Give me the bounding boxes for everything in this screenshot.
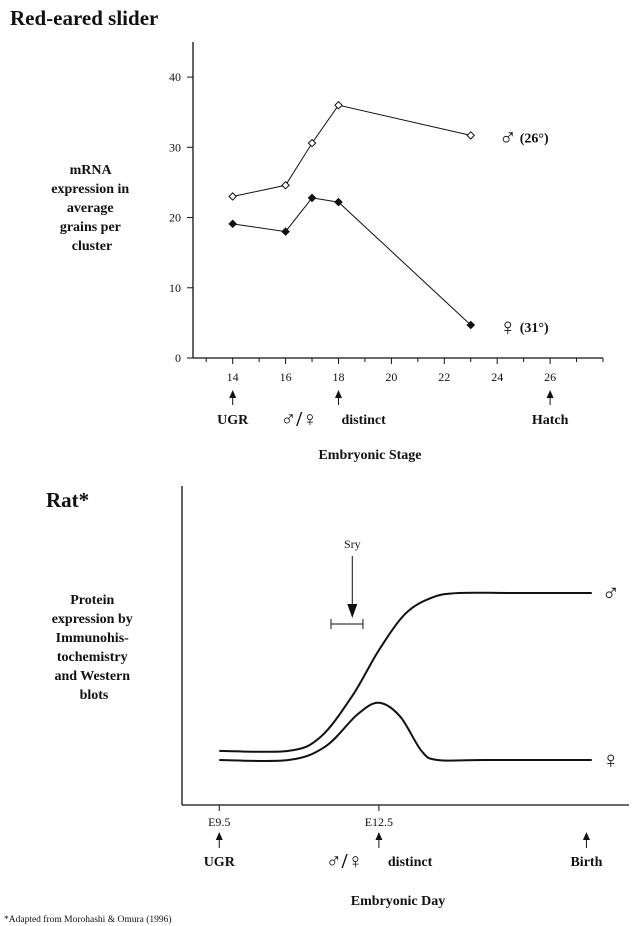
chart-1-x-tick-label: 22 — [438, 370, 450, 384]
chart-1-annotation-arrow-3-head — [546, 390, 554, 398]
chart-1-point — [228, 219, 237, 229]
chart-1-x-ticks: 14 16 18 20 22 24 26 — [205, 358, 604, 384]
chart-2-title: Rat* — [46, 488, 89, 512]
chart-1-annotation-arrow-2-head — [334, 390, 342, 398]
chart-1-y-tick-label: 10 — [169, 281, 181, 295]
chart-2-sry-arrow-head — [347, 604, 358, 618]
chart-1-y-tick-label: 20 — [169, 211, 181, 225]
chart-1-stage-annotations: UGR ♂/♀ distinct Hatch — [217, 390, 569, 431]
chart-2-y-label-line-2: expression by — [52, 612, 133, 627]
chart-1-y-ticks: 0 10 20 30 40 — [169, 70, 193, 365]
chart-2-series-male-curve — [219, 591, 592, 753]
chart-2-y-label-line-1: Protein — [70, 593, 114, 608]
chart-2-annotation-arrow-1-head — [215, 832, 223, 840]
chart-1-y-label-line-2: expression in — [51, 182, 129, 197]
chart-2-y-label: Protein expression by Immunohis- tochemi… — [52, 593, 137, 703]
chart-1-x-tick-label: 26 — [544, 370, 556, 384]
chart-1-x-tick-label: 14 — [227, 370, 239, 384]
chart-2-series-symbol: ♂ — [602, 581, 620, 607]
chart-1-y-tick-label: 30 — [169, 140, 181, 154]
chart-2-x-ticks: E9.5 E12.5 — [208, 805, 393, 829]
chart-1-y-label-line-3: average — [67, 201, 114, 216]
chart-1-y-label-line-1: mRNA — [70, 163, 113, 178]
chart-1-series: ♂ (26°) ♀ (31°) — [228, 100, 549, 341]
chart-2-series-female-curve — [219, 701, 592, 763]
chart-1-x-tick-label: 20 — [385, 370, 397, 384]
chart-1-point — [334, 100, 343, 110]
chart-rat: Rat* Protein expression by Immunohis- to… — [4, 486, 629, 925]
chart-1-annotation-label: UGR — [217, 413, 249, 428]
chart-2-series: ♂♀ — [219, 581, 620, 774]
chart-2-x-tick-label: E9.5 — [208, 815, 230, 829]
chart-2-annotation-label: UGR — [204, 855, 236, 870]
chart-2-day-annotations: Sry UGR ♂/♀ distinct Birth — [204, 537, 603, 873]
chart-2-annotation-symbols: ♂/♀ — [326, 849, 363, 873]
chart-2-y-label-line-3: Immunohis- — [56, 631, 129, 646]
chart-1-title: Red-eared slider — [10, 6, 158, 30]
chart-1-y-label-line-5: cluster — [72, 239, 112, 254]
chart-1-series-label: (31°) — [520, 321, 549, 336]
chart-1-point — [466, 131, 476, 140]
chart-2-y-label-line-5: and Western — [54, 669, 130, 684]
chart-1-annotation-symbols: ♂/♀ — [280, 407, 317, 431]
chart-1-y-tick-label: 0 — [175, 351, 181, 365]
chart-1-x-tick-label: 24 — [491, 370, 503, 384]
chart-1-x-label: Embryonic Stage — [318, 448, 421, 463]
chart-red-eared-slider: Red-eared slider mRNA expression in aver… — [10, 6, 604, 463]
chart-1-x-tick-label: 18 — [332, 370, 344, 384]
chart-2-x-label: Embryonic Day — [351, 894, 446, 909]
chart-1-series-symbol: ♂ — [499, 125, 517, 151]
chart-1-y-tick-label: 40 — [169, 70, 181, 84]
chart-2-x-tick-label: E12.5 — [365, 815, 393, 829]
chart-1-point — [281, 180, 290, 190]
chart-1-point — [466, 320, 476, 330]
chart-1-series-label: (26°) — [520, 131, 549, 146]
chart-2-y-label-line-6: blots — [80, 688, 109, 703]
chart-1-x-tick-label: 16 — [280, 370, 292, 384]
footnote: *Adapted from Morohashi & Omura (1996) — [4, 914, 172, 925]
chart-1-series-male-line — [232, 104, 471, 197]
chart-1-point — [334, 197, 343, 207]
chart-2-annotation-arrow-2-head — [375, 832, 383, 840]
chart-1-point — [281, 227, 290, 236]
chart-1-point — [228, 192, 237, 201]
chart-1-annotation-arrow-1-head — [229, 390, 237, 398]
chart-1-annotation-label: Hatch — [532, 413, 569, 428]
chart-1-point — [307, 193, 317, 203]
chart-2-series-symbol: ♀ — [602, 748, 620, 774]
chart-1-annotation-label: distinct — [341, 413, 386, 428]
chart-1-series-symbol: ♀ — [499, 315, 517, 341]
chart-2-sry-label: Sry — [344, 537, 361, 551]
chart-2-y-label-line-4: tochemistry — [57, 650, 128, 665]
chart-2-annotation-label: distinct — [388, 855, 433, 870]
chart-2-annotation-label: Birth — [570, 855, 602, 870]
chart-2-annotation-arrow-3-head — [582, 832, 590, 840]
chart-1-y-label-line-4: grains per — [60, 220, 121, 235]
chart-1-y-label: mRNA expression in average grains per cl… — [51, 163, 132, 254]
chart-1-point — [307, 138, 317, 148]
chart-1-series-female-line — [232, 197, 472, 326]
